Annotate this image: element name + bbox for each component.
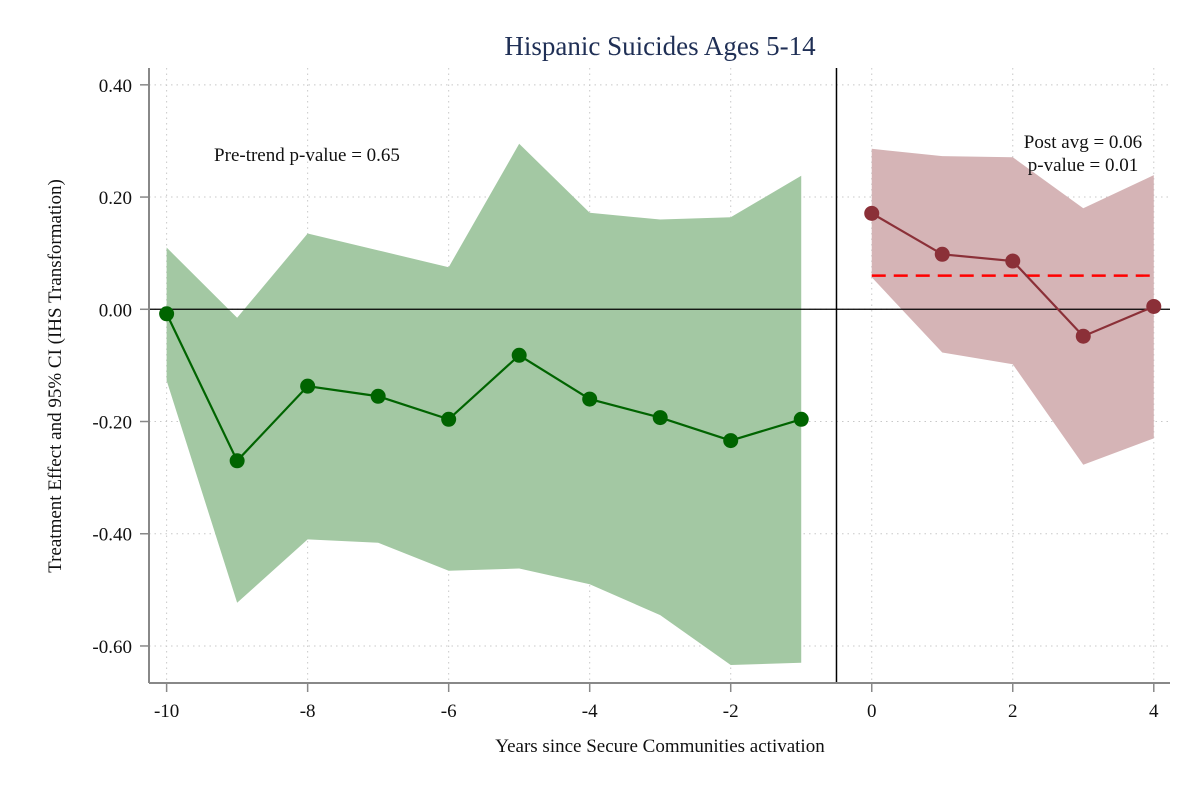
x-tick-label: -8: [300, 701, 316, 722]
x-tick-label: 0: [867, 701, 877, 722]
data-point-post: [1005, 253, 1021, 269]
data-point-pre: [511, 347, 527, 363]
chart-title: Hispanic Suicides Ages 5-14: [504, 31, 816, 61]
x-tick-label: -10: [154, 701, 179, 722]
y-tick-label: -0.20: [92, 413, 132, 434]
y-tick-label: -0.40: [92, 525, 132, 546]
data-point-pre: [652, 410, 668, 426]
data-point-post: [1146, 298, 1162, 314]
data-point-pre: [370, 388, 386, 404]
data-point-post: [864, 205, 880, 221]
y-tick-label: 0.00: [99, 300, 132, 321]
data-point-pre: [229, 453, 245, 469]
reference-lines: [149, 68, 1170, 683]
post-avg-annotation: Post avg = 0.06: [1024, 132, 1142, 153]
y-tick-label: -0.60: [92, 637, 132, 658]
x-tick-label: 2: [1008, 701, 1018, 722]
axes: 0.40 0.20 0.00 -0.20 -0.40 -0.60 -10 -8 -6 -4 -2 0 2…: [92, 68, 1170, 722]
x-axis-title: Years since Secure Communities activatio…: [495, 736, 825, 757]
data-point-post: [934, 246, 950, 262]
confidence-bands: [166, 143, 1154, 666]
post-pvalue-annotation: p-value = 0.01: [1028, 155, 1138, 176]
ci-band-post: [871, 148, 1154, 465]
data-point-pre: [300, 378, 316, 394]
y-axis-title: Treatment Effect and 95% CI (IHS Transfo…: [45, 179, 66, 573]
data-point-pre: [582, 391, 598, 407]
x-tick-label: 4: [1149, 701, 1159, 722]
data-point-pre: [159, 306, 175, 322]
x-tick-label: -2: [723, 701, 739, 722]
x-tick-label: -6: [441, 701, 457, 722]
data-point-pre: [441, 411, 457, 427]
series-line-pre: [165, 313, 802, 463]
data-point-pre: [723, 433, 739, 449]
ci-band-pre: [166, 143, 802, 666]
data-point-pre: [793, 411, 809, 427]
pretrend-annotation: Pre-trend p-value = 0.65: [214, 145, 400, 166]
y-tick-label: 0.40: [99, 76, 132, 97]
y-tick-label: 0.20: [99, 188, 132, 209]
data-point-post: [1075, 328, 1091, 344]
series-lines: [159, 205, 1162, 469]
x-tick-label: -4: [582, 701, 598, 722]
